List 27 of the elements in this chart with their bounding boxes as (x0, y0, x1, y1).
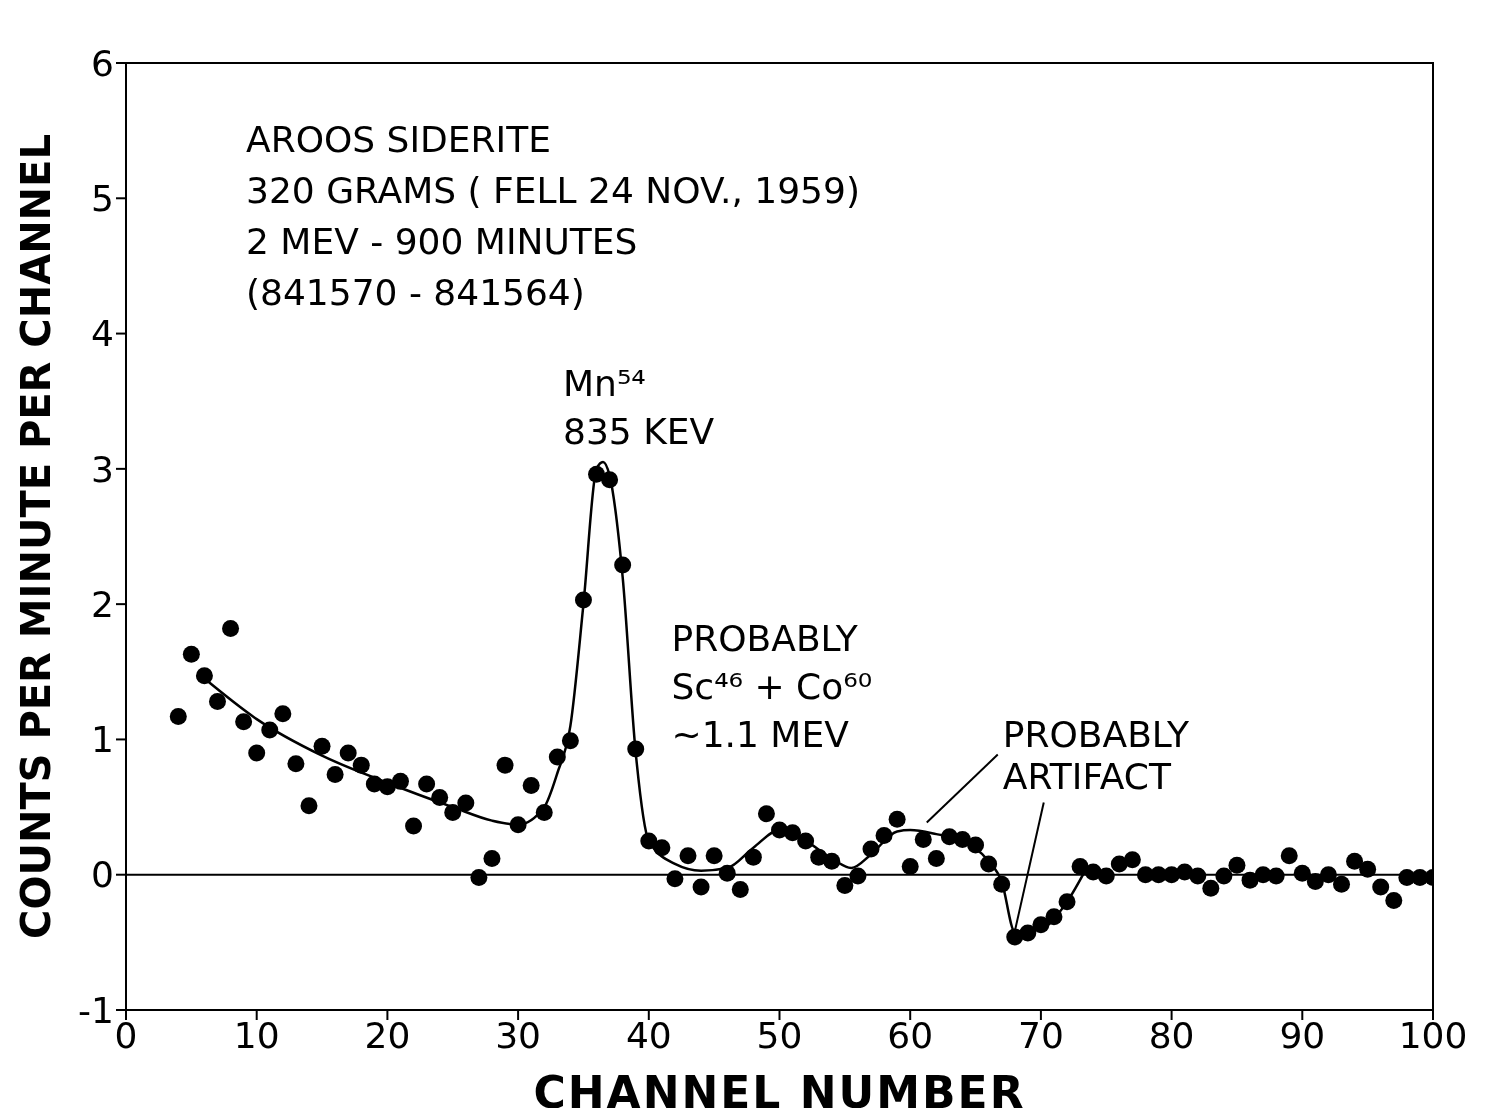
x-tick-label: 40 (625, 1014, 672, 1056)
annotation: (841570 - 841564) (246, 272, 585, 313)
x-tick-label: 20 (364, 1014, 411, 1056)
x-axis-title: CHANNEL NUMBER (533, 1067, 1026, 1118)
x-tick-label: 100 (1398, 1014, 1468, 1056)
y-tick-label: 0 (91, 854, 114, 896)
y-tick-label: 6 (91, 42, 114, 84)
y-tick-label: 3 (91, 448, 114, 490)
x-tick-label: 30 (495, 1014, 542, 1056)
annotation: PROBABLY Sc⁴⁶ + Co⁶⁰ ~1.1 MEV (671, 618, 873, 756)
y-axis-title: COUNTS PER MINUTE PER CHANNEL (13, 134, 60, 939)
x-tick-label: 70 (1017, 1014, 1064, 1056)
y-tick-label: -1 (78, 989, 114, 1031)
x-tick-label: 80 (1148, 1014, 1195, 1056)
y-tick-label: 5 (91, 178, 114, 220)
x-tick-label: 60 (887, 1014, 934, 1056)
x-tick-label: 10 (233, 1014, 280, 1056)
annotation: 2 MEV - 900 MINUTES (246, 221, 638, 262)
y-tick-label: 2 (91, 583, 114, 625)
annotation: AROOS SIDERITE (246, 119, 551, 160)
x-tick-label: 50 (756, 1014, 803, 1056)
y-tick-label: 4 (91, 313, 114, 355)
annotation: PROBABLY ARTIFACT (1002, 713, 1191, 797)
annotation: Mn⁵⁴ 835 KEV (563, 363, 715, 453)
annotation: 320 GRAMS ( FELL 24 NOV., 1959) (246, 170, 860, 211)
y-tick-label: 1 (91, 719, 114, 761)
x-tick-label: 90 (1279, 1014, 1326, 1056)
